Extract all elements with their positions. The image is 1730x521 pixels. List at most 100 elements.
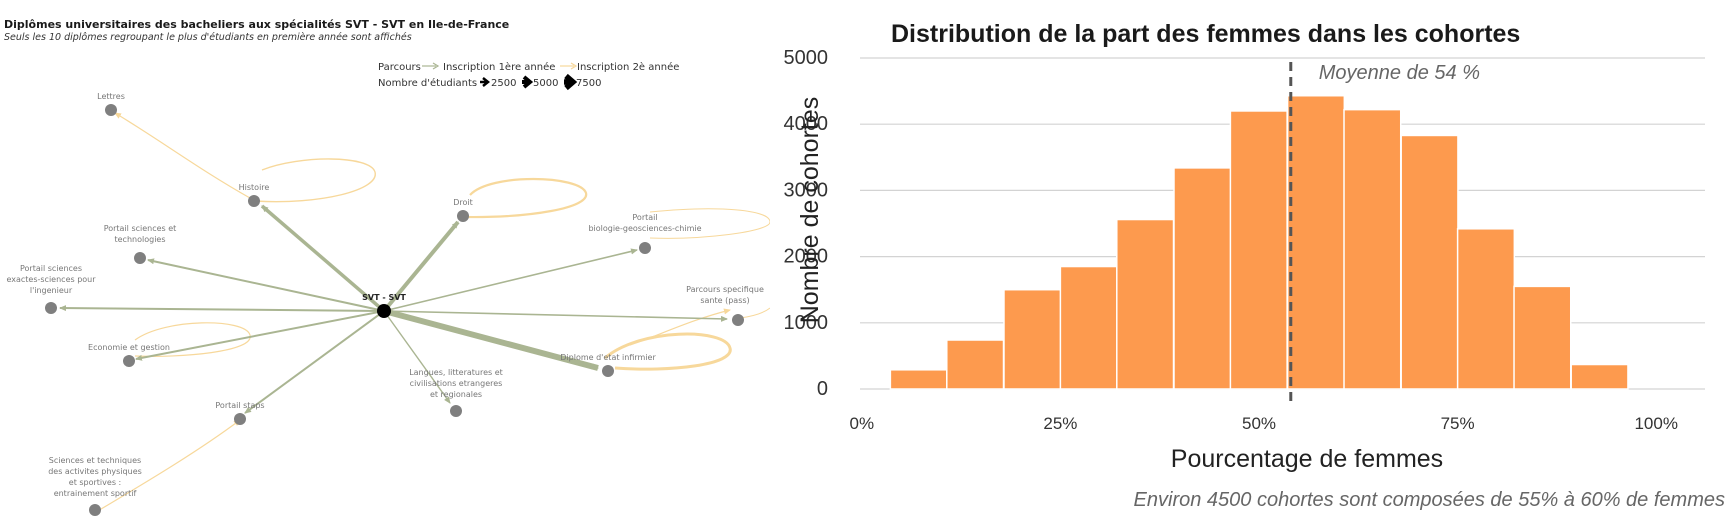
y-axis-label: Nombre de cohortes xyxy=(796,97,824,324)
node-label-portail-st-2: technologies xyxy=(115,235,166,244)
link-pass xyxy=(383,310,728,322)
link-infirmier-pass xyxy=(629,308,731,346)
histogram-bar xyxy=(1343,108,1402,390)
histogram-bar xyxy=(1456,228,1516,390)
legend-first-year-arrow xyxy=(432,62,440,70)
mean-label: Moyenne de 54 % xyxy=(1319,62,1480,84)
second-year-links xyxy=(95,112,770,513)
link-portail-bgc xyxy=(383,248,638,312)
node-label-staps-entr-1: Sciences et techniques xyxy=(49,456,141,465)
network-panel: Diplômes universitaires des bacheliers a… xyxy=(0,0,770,521)
legend-parcours: Parcours xyxy=(378,62,421,73)
node-infirmier xyxy=(602,365,614,377)
y-tick-label: 0 xyxy=(817,378,828,400)
histogram-bar xyxy=(1570,363,1629,390)
histogram-panel: Distribution de la part des femmes dans … xyxy=(770,0,1730,521)
node-label-portail-ing-1: Portail sciences xyxy=(20,264,82,273)
node-label-lettres: Lettres xyxy=(97,92,125,101)
node-label-eco: Economie et gestion xyxy=(88,343,170,352)
y-tick-label: 3000 xyxy=(784,179,829,201)
node-portail-bgc xyxy=(639,242,651,254)
link-staps-portail xyxy=(244,310,385,414)
link-eco xyxy=(135,310,385,361)
link-histoire-lettres xyxy=(114,112,251,199)
node-label-staps-entr-3: et sportives : xyxy=(69,478,121,487)
network-graph: Diplômes universitaires des bacheliers a… xyxy=(4,18,770,516)
node-portail-ing xyxy=(45,302,57,314)
node-label-portail-ing-3: l'ingenieur xyxy=(30,286,73,295)
link-portail-ing xyxy=(59,305,385,312)
y-tick-label: 4000 xyxy=(784,113,829,135)
bars xyxy=(889,94,1629,390)
legend-second-year-arrow xyxy=(570,62,578,70)
network-nodes: Lettres Histoire Droit Portail biologie-… xyxy=(6,92,764,516)
node-droit xyxy=(457,210,469,222)
node-pass xyxy=(732,314,744,326)
x-tick-label: 75% xyxy=(1441,414,1475,433)
y-tick-label: 1000 xyxy=(784,312,829,334)
link-droit xyxy=(382,220,460,313)
x-axis-ticks: 0% 25% 50% 75% 100% xyxy=(849,414,1677,433)
y-tick-label: 5000 xyxy=(784,47,829,69)
node-label-staps-entr-2: des activites physiques xyxy=(48,467,142,476)
x-axis-label: Pourcentage de femmes xyxy=(1171,445,1443,473)
node-histoire xyxy=(248,195,260,207)
node-label-staps-portail: Portail staps xyxy=(215,401,264,410)
x-tick-label: 0% xyxy=(849,414,874,433)
node-eco xyxy=(123,355,135,367)
legend-first-year: Inscription 1ère année xyxy=(443,61,555,73)
histogram-bar xyxy=(1059,265,1118,390)
legend-size-1: 2500 xyxy=(491,78,516,89)
node-langues xyxy=(450,405,462,417)
x-tick-label: 50% xyxy=(1242,414,1276,433)
histogram-bar xyxy=(1286,94,1346,390)
node-label-langues-2: civilisations etrangeres xyxy=(410,379,503,388)
histogram-bar xyxy=(1116,218,1175,390)
node-staps-entr xyxy=(89,504,101,516)
x-tick-label: 100% xyxy=(1634,414,1677,433)
node-label-infirmier: Diplome d'etat infirmier xyxy=(560,353,656,362)
loop-droit xyxy=(462,177,588,219)
network-title: Diplômes universitaires des bacheliers a… xyxy=(4,18,509,31)
chart-title: Distribution de la part des femmes dans … xyxy=(891,20,1520,48)
legend-size-arrow-3 xyxy=(564,73,578,91)
node-label-center: SVT - SVT xyxy=(362,293,406,302)
mean-marker: Moyenne de 54 % xyxy=(1289,62,1480,404)
x-tick-label: 25% xyxy=(1043,414,1077,433)
histogram-chart: Distribution de la part des femmes dans … xyxy=(784,20,1726,511)
node-label-pass-1: Parcours specifique xyxy=(686,285,764,294)
node-staps-portail xyxy=(234,413,246,425)
node-label-portail-ing-2: exactes-sciences pour xyxy=(6,275,96,284)
node-label-portail-st-1: Portail sciences et xyxy=(104,224,177,233)
loop-portail-bgc xyxy=(649,208,770,239)
histogram-bar xyxy=(1173,167,1232,390)
node-label-langues-1: Langues, litteratures et xyxy=(409,368,503,377)
chart-caption: Environ 4500 cohortes sont composées de … xyxy=(1134,489,1725,511)
histogram-bar xyxy=(946,339,1005,390)
node-label-langues-3: et regionales xyxy=(430,390,482,399)
node-label-staps-entr-4: entrainement sportif xyxy=(54,489,137,498)
link-portail-st xyxy=(147,258,385,312)
legend-size-3: 7500 xyxy=(576,78,601,89)
first-year-links xyxy=(59,204,728,414)
loop-infirmier xyxy=(604,332,732,371)
node-lettres xyxy=(105,104,117,116)
legend-size-2: 5000 xyxy=(533,78,558,89)
node-label-pass-2: sante (pass) xyxy=(700,296,749,305)
legend-second-year: Inscription 2è année xyxy=(577,61,679,73)
node-label-histoire: Histoire xyxy=(239,183,270,192)
loop-histoire xyxy=(254,158,376,203)
y-tick-label: 2000 xyxy=(784,246,829,268)
legend-size: Nombre d'étudiants xyxy=(378,77,477,89)
histogram-bar xyxy=(1003,288,1062,390)
node-center xyxy=(377,304,391,318)
node-label-droit: Droit xyxy=(453,198,473,207)
node-label-portail-bgc-2: biologie-geosciences-chimie xyxy=(588,224,701,233)
link-infirmier xyxy=(383,308,599,371)
histogram-bar xyxy=(1513,285,1572,390)
histogram-bar xyxy=(1229,110,1288,390)
legend-size-arrow-1 xyxy=(480,77,491,87)
link-staps-entr xyxy=(95,419,241,513)
node-label-portail-bgc-1: Portail xyxy=(632,213,657,222)
legend-size-arrow-2 xyxy=(522,75,534,89)
